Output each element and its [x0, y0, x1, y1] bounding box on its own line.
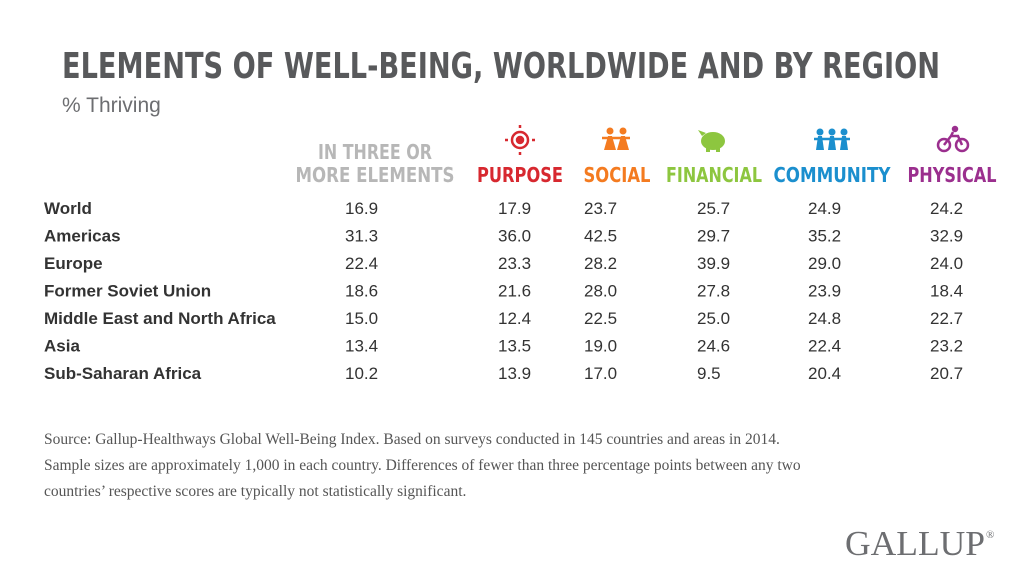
- cell: 25.0: [697, 309, 730, 328]
- title: ELEMENTS OF WELL-BEING, WORLDWIDE AND BY…: [62, 46, 940, 87]
- cell: 25.7: [697, 199, 730, 218]
- cell: 24.6: [697, 337, 730, 356]
- cell: 16.9: [345, 199, 378, 218]
- purpose-icon: [505, 125, 535, 155]
- cell: 32.9: [930, 227, 963, 246]
- logo-mark: ®: [986, 529, 994, 541]
- cell: 28.2: [584, 254, 617, 273]
- cell: 20.4: [808, 364, 841, 383]
- column-header: MORE ELEMENTS: [296, 163, 455, 187]
- source-line: countries’ respective scores are typical…: [44, 483, 466, 500]
- cell: 29.0: [808, 254, 841, 273]
- financial-icon: [698, 130, 725, 152]
- cell: 21.6: [498, 282, 531, 301]
- column-header: COMMUNITY: [774, 163, 891, 187]
- source-line: Source: Gallup-Healthways Global Well-Be…: [44, 431, 780, 448]
- cell: 13.5: [498, 337, 531, 356]
- cell: 24.0: [930, 254, 963, 273]
- row-label: Europe: [44, 254, 103, 273]
- cell: 36.0: [498, 227, 531, 246]
- cell: 15.0: [345, 309, 378, 328]
- cell: 22.5: [584, 309, 617, 328]
- cell: 23.3: [498, 254, 531, 273]
- column-header: IN THREE OR: [318, 140, 432, 164]
- source-line: Sample sizes are approximately 1,000 in …: [44, 457, 801, 474]
- cell: 35.2: [808, 227, 841, 246]
- cell: 12.4: [498, 309, 531, 328]
- cell: 9.5: [697, 364, 721, 383]
- social-icon: [602, 127, 630, 150]
- cell: 29.7: [697, 227, 730, 246]
- logo: GALLUP: [845, 524, 985, 563]
- row-label: World: [44, 199, 92, 218]
- cell: 13.4: [345, 337, 378, 356]
- row-label: Middle East and North Africa: [44, 309, 276, 328]
- physical-icon: [936, 125, 970, 153]
- cell: 18.6: [345, 282, 378, 301]
- cell: 31.3: [345, 227, 378, 246]
- column-header: PURPOSE: [477, 163, 563, 187]
- cell: 18.4: [930, 282, 963, 301]
- subtitle: % Thriving: [62, 94, 161, 117]
- cell: 24.9: [808, 199, 841, 218]
- cell: 13.9: [498, 364, 531, 383]
- cell: 23.2: [930, 337, 963, 356]
- cell: 22.7: [930, 309, 963, 328]
- cell: 23.9: [808, 282, 841, 301]
- cell: 17.0: [584, 364, 617, 383]
- row-label: Former Soviet Union: [44, 282, 211, 301]
- cell: 27.8: [697, 282, 730, 301]
- cell: 22.4: [808, 337, 841, 356]
- column-header: PHYSICAL: [908, 163, 997, 187]
- cell: 24.8: [808, 309, 841, 328]
- cell: 17.9: [498, 199, 531, 218]
- cell: 23.7: [584, 199, 617, 218]
- column-header: FINANCIAL: [666, 163, 762, 187]
- cell: 20.7: [930, 364, 963, 383]
- column-header: SOCIAL: [584, 163, 651, 187]
- cell: 19.0: [584, 337, 617, 356]
- cell: 22.4: [345, 254, 378, 273]
- row-label: Asia: [44, 337, 80, 356]
- cell: 42.5: [584, 227, 617, 246]
- cell: 28.0: [584, 282, 617, 301]
- row-label: Sub-Saharan Africa: [44, 364, 202, 383]
- row-label: Americas: [44, 227, 121, 246]
- cell: 24.2: [930, 199, 963, 218]
- community-icon: [814, 128, 850, 150]
- cell: 10.2: [345, 364, 378, 383]
- cell: 39.9: [697, 254, 730, 273]
